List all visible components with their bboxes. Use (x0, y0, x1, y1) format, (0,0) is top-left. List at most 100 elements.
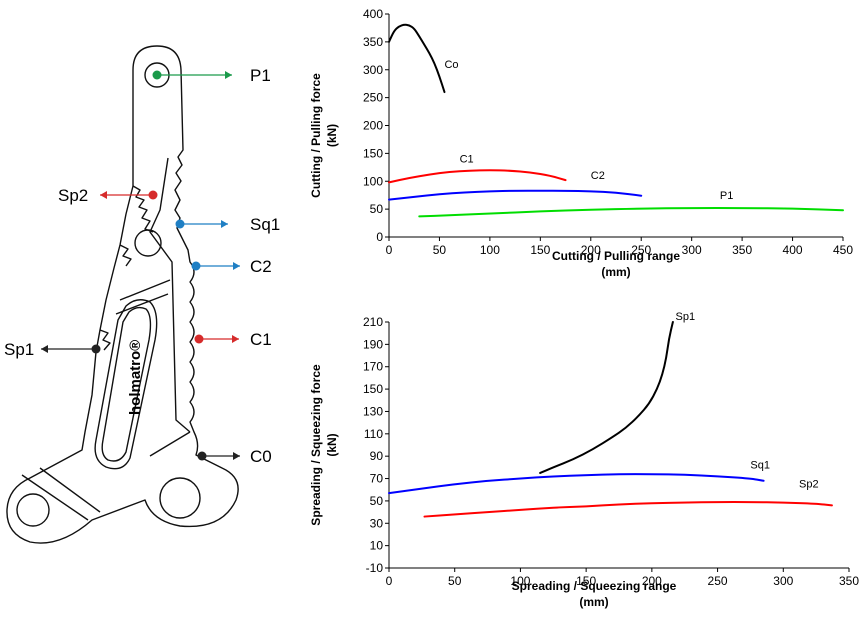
y-tick-label: 70 (370, 472, 384, 486)
x-axis-title: (mm) (579, 595, 608, 609)
callout-sq1: Sq1 (175, 215, 280, 234)
x-tick-label: 450 (833, 243, 853, 257)
callout-c0: C0 (197, 447, 272, 466)
series-label-sp1: Sp1 (676, 311, 696, 323)
y-tick-label: 250 (363, 91, 383, 105)
callout-arrowhead-icon (233, 452, 240, 460)
y-tick-label: 350 (363, 35, 383, 49)
callout-c1: C1 (194, 330, 272, 349)
x-tick-label: 350 (839, 574, 859, 588)
callout-dot (91, 344, 101, 354)
series-line-p1 (418, 207, 844, 218)
callout-dot (152, 70, 162, 80)
series-label-c1: C1 (460, 153, 474, 165)
spreader-teeth (99, 185, 154, 351)
series-label-p1: P1 (720, 190, 733, 202)
y-tick-label: 170 (363, 360, 383, 374)
tool-web-lines (21, 431, 191, 521)
x-tick-label: 50 (433, 243, 447, 257)
y-axis-title: (kN) (325, 433, 339, 456)
callout-arrowhead-icon (233, 262, 240, 270)
callout-group: P1 Sp2 Sq1 C2 Sp1 C1 C0 (4, 66, 280, 466)
callout-arrowhead-icon (100, 191, 107, 199)
callout-c2: C2 (191, 257, 272, 276)
y-tick-label: 210 (363, 315, 383, 329)
cutter-tool-diagram: holmatro® (6, 45, 239, 544)
callout-dot (191, 261, 201, 271)
tool-slot (94, 299, 158, 470)
y-tick-label: 200 (363, 119, 383, 133)
series-line-sp1 (539, 321, 674, 474)
x-tick-label: 300 (682, 243, 702, 257)
axes (388, 322, 849, 569)
callout-sp1: Sp1 (4, 340, 101, 359)
x-axis-title: Spreading / Squeezing range (512, 579, 677, 593)
y-tick-label: 0 (376, 230, 383, 244)
x-tick-label: 100 (510, 574, 530, 588)
callout-label: C2 (250, 257, 272, 276)
y-tick-label: 300 (363, 63, 383, 77)
y-tick-label: 30 (370, 516, 384, 530)
jaw-inner-line (149, 157, 191, 433)
x-tick-label: 150 (530, 243, 550, 257)
callout-dot (175, 219, 185, 229)
y-tick-label: 90 (370, 449, 384, 463)
x-tick-label: 250 (631, 243, 651, 257)
callout-label: C0 (250, 447, 272, 466)
y-tick-label: 150 (363, 146, 383, 160)
x-tick-label: 200 (642, 574, 662, 588)
callout-label: C1 (250, 330, 272, 349)
pivot-hole-lower (159, 477, 201, 519)
callout-arrowhead-icon (41, 345, 48, 353)
callout-label: Sp2 (58, 186, 88, 205)
x-axis-title: (mm) (601, 265, 630, 279)
series-label-co: Co (444, 59, 458, 71)
y-tick-label: -10 (366, 561, 384, 575)
x-tick-label: 0 (386, 574, 393, 588)
brand-logo-text: holmatro® (127, 340, 144, 415)
callout-p1: P1 (152, 66, 271, 85)
x-tick-label: 150 (576, 574, 596, 588)
series-label-sp2: Sp2 (799, 478, 819, 490)
y-tick-label: 190 (363, 337, 383, 351)
y-tick-label: 110 (364, 427, 383, 441)
y-tick-label: 130 (363, 404, 383, 418)
y-axis-title: (kN) (325, 124, 339, 147)
tool-strap (115, 279, 171, 315)
callout-arrowhead-icon (225, 71, 232, 79)
callout-arrowhead-icon (221, 220, 228, 228)
y-tick-label: 150 (363, 382, 383, 396)
series-line-c2 (388, 189, 643, 201)
series-line-co (388, 23, 446, 94)
y-axis-title: Spreading / Squeezing force (309, 364, 323, 526)
callout-dot (197, 451, 207, 461)
callout-sp2: Sp2 (58, 186, 158, 205)
callout-arrowhead-icon (232, 335, 239, 343)
x-tick-label: 0 (386, 243, 393, 257)
y-tick-label: 400 (363, 7, 383, 21)
pivot-hole-mid (134, 229, 162, 257)
axes (388, 14, 843, 238)
series-line-sp2 (423, 501, 833, 518)
series-label-sq1: Sq1 (750, 459, 770, 471)
callout-dot (194, 334, 204, 344)
callout-label: Sq1 (250, 215, 280, 234)
cutting-pulling-chart: 0 50 100 150 200 250 300 350 400 0 50 100 150 200 250 3… (309, 7, 853, 279)
series-line-c1 (388, 169, 567, 184)
x-tick-label: 200 (581, 243, 601, 257)
x-tick-label: 50 (448, 574, 462, 588)
y-axis-title: Cutting / Pulling force (309, 73, 323, 198)
x-tick-label: 100 (480, 243, 500, 257)
y-tick-label: 100 (363, 174, 383, 188)
x-axis-title: Cutting / Pulling range (552, 249, 680, 263)
x-tick-label: 400 (783, 243, 803, 257)
callout-label: P1 (250, 66, 271, 85)
y-tick-label: 10 (370, 539, 384, 553)
tool-slot-inner (101, 306, 152, 462)
x-tick-label: 250 (708, 574, 728, 588)
callout-dot (148, 190, 158, 200)
spreading-squeezing-chart: -10 10 30 50 70 90 110 130 150 170 190 210 0 50 100 150… (309, 311, 859, 609)
tool-outline (6, 45, 239, 544)
y-tick-label: 50 (370, 494, 384, 508)
